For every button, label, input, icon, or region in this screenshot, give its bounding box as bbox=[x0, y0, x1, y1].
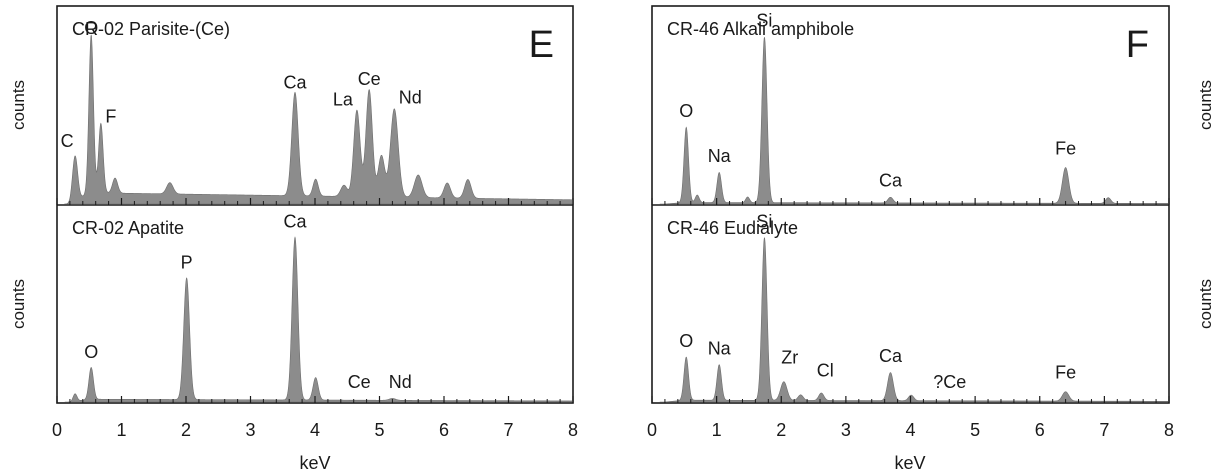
panel-f-top-ylabel: counts bbox=[1196, 80, 1215, 130]
panel-e-top-ylabel: counts bbox=[9, 80, 28, 130]
panel-f-bottom-ylabel: counts bbox=[1196, 279, 1215, 329]
e-top-peak-label-nd: Nd bbox=[399, 88, 422, 108]
e-bot-spectrum-area bbox=[64, 236, 574, 403]
e-top-peak-label-ca: Ca bbox=[283, 73, 307, 93]
f-bot-peak-label-o: O bbox=[679, 331, 693, 351]
panel-f-top-title: CR-46 Alkali amphibole bbox=[667, 19, 854, 39]
e-x-tick-label: 3 bbox=[245, 420, 255, 440]
e-x-tick-label: 6 bbox=[439, 420, 449, 440]
f-bot-peak-label-zr: Zr bbox=[781, 347, 798, 367]
e-top-peak-label-la: La bbox=[333, 90, 354, 110]
e-x-tick-label: 8 bbox=[568, 420, 578, 440]
panel-e-xlabel: keV bbox=[299, 453, 330, 473]
e-x-tick-label: 5 bbox=[374, 420, 384, 440]
panel-e-bottom-spectrum: O P Ca Ce Nd bbox=[64, 211, 574, 403]
e-top-peak-label-c: C bbox=[61, 131, 74, 151]
e-top-peak-label-ce: Ce bbox=[358, 69, 381, 89]
f-top-peak-label-fe: Fe bbox=[1055, 138, 1076, 158]
f-x-tick-label: 7 bbox=[1099, 420, 1109, 440]
panel-f-xlabel: keV bbox=[894, 453, 925, 473]
f-bot-peak-label-si: Si bbox=[756, 211, 772, 231]
e-bot-peak-label-nd: Nd bbox=[389, 372, 412, 392]
f-x-tick-label: 5 bbox=[970, 420, 980, 440]
panel-f-top-spectrum: O Na Si Ca Fe bbox=[659, 11, 1170, 205]
f-x-tick-label: 8 bbox=[1164, 420, 1174, 440]
e-bot-peak-label-p: P bbox=[181, 252, 193, 272]
e-top-peak-label-o: O bbox=[84, 18, 98, 38]
f-x-tick-label: 2 bbox=[776, 420, 786, 440]
e-x-tick-label: 0 bbox=[52, 420, 62, 440]
panel-f-x-axis: 0 1 2 3 4 5 6 7 8 bbox=[647, 198, 1174, 440]
f-bot-spectrum-area bbox=[659, 237, 1170, 403]
f-bot-peak-label-na: Na bbox=[708, 339, 732, 359]
e-bot-peak-label-ca: Ca bbox=[283, 211, 307, 231]
f-x-tick-label: 1 bbox=[712, 420, 722, 440]
f-top-spectrum-area bbox=[659, 37, 1170, 205]
f-bot-peak-label-cl: Cl bbox=[817, 361, 834, 381]
e-x-tick-label: 1 bbox=[116, 420, 126, 440]
e-bot-peak-label-ce: Ce bbox=[348, 372, 371, 392]
panel-e-bottom-ylabel: counts bbox=[9, 279, 28, 329]
f-bot-peak-label-ca: Ca bbox=[879, 346, 903, 366]
f-top-peak-label-na: Na bbox=[708, 146, 732, 166]
panel-f-bottom-spectrum: O Na Si Zr Cl Ca ?Ce Fe bbox=[659, 211, 1170, 403]
panel-e-bottom-title: CR-02 Apatite bbox=[72, 218, 184, 238]
e-x-tick-label: 7 bbox=[503, 420, 513, 440]
f-top-peak-label-o: O bbox=[679, 101, 693, 121]
e-bot-peak-label-o: O bbox=[84, 342, 98, 362]
f-x-tick-label: 6 bbox=[1035, 420, 1045, 440]
e-x-tick-label: 4 bbox=[310, 420, 320, 440]
f-top-peak-label-si: Si bbox=[756, 11, 772, 31]
e-x-tick-label: 2 bbox=[181, 420, 191, 440]
panel-e-top-title: CR-02 Parisite-(Ce) bbox=[72, 19, 230, 39]
f-x-tick-label: 3 bbox=[841, 420, 851, 440]
panel-f-letter: F bbox=[1126, 24, 1149, 66]
f-bot-peak-label-qce: ?Ce bbox=[933, 372, 966, 392]
panel-f-bottom-title: CR-46 Eudialyte bbox=[667, 218, 798, 238]
f-bot-peak-label-fe: Fe bbox=[1055, 363, 1076, 383]
f-top-peak-label-ca: Ca bbox=[879, 170, 903, 190]
f-x-tick-label: 4 bbox=[905, 420, 915, 440]
e-top-spectrum-area bbox=[64, 34, 574, 205]
panel-f: F CR-46 Alkali amphibole CR-46 Eudialyte… bbox=[647, 5, 1215, 473]
e-top-peak-label-f: F bbox=[105, 106, 116, 126]
f-x-tick-label: 0 bbox=[647, 420, 657, 440]
panel-e: E CR-02 Parisite-(Ce) CR-02 Apatite coun… bbox=[9, 5, 578, 473]
panel-e-x-axis: 0 1 2 3 4 5 6 7 8 bbox=[52, 198, 578, 440]
panel-e-letter: E bbox=[529, 24, 554, 66]
